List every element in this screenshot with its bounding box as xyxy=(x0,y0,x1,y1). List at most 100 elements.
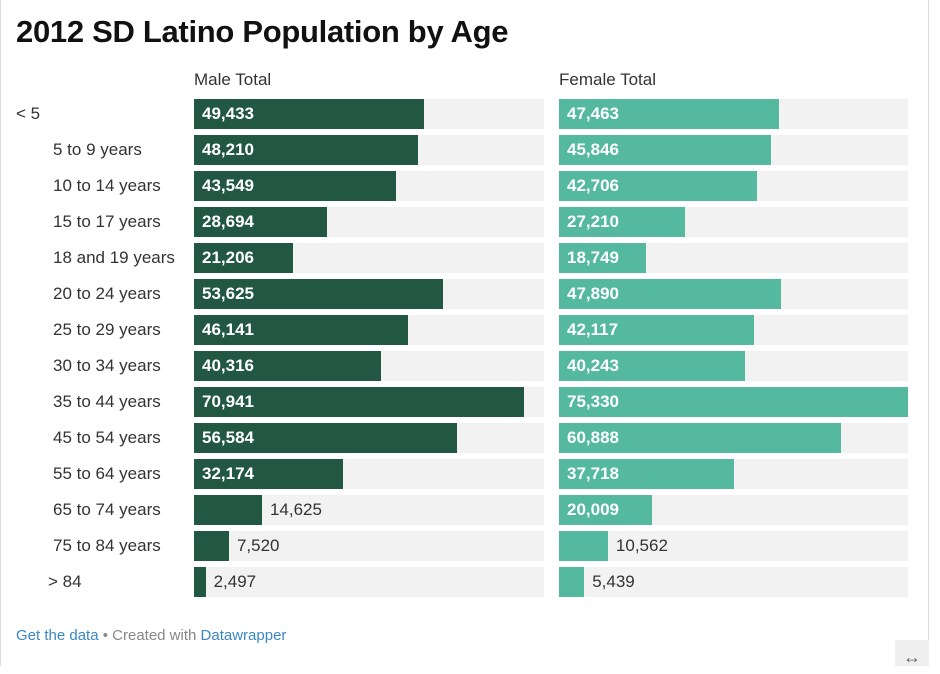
category-label: 65 to 74 years xyxy=(53,500,161,519)
bar-track: 43,549 xyxy=(194,171,544,201)
bar-track: 40,243 xyxy=(559,351,908,381)
bar xyxy=(559,243,646,273)
footer-separator: • Created with xyxy=(98,627,201,644)
data-label: 32,174 xyxy=(202,464,254,483)
data-label: 20,009 xyxy=(567,500,619,519)
bar xyxy=(194,531,229,561)
bar-track: 20,009 xyxy=(559,495,908,525)
data-label: 2,497 xyxy=(213,572,257,591)
category-label: 18 and 19 years xyxy=(53,248,175,267)
bar xyxy=(194,423,457,453)
data-label: 56,584 xyxy=(202,428,254,447)
data-label: 53,625 xyxy=(202,284,254,303)
chart-frame xyxy=(0,0,929,666)
bar xyxy=(559,315,755,345)
bar xyxy=(194,459,344,489)
data-label: 27,210 xyxy=(567,212,619,231)
bar xyxy=(559,99,779,129)
data-label: 5,439 xyxy=(592,572,635,591)
bar-track: 28,694 xyxy=(194,207,544,237)
bar-track: 18,749 xyxy=(559,243,908,273)
bar-track: 21,206 xyxy=(194,243,544,273)
category-label: 35 to 44 years xyxy=(53,392,161,411)
bar-track: 75,330 xyxy=(559,387,908,417)
bar xyxy=(559,387,908,417)
bar xyxy=(194,171,397,201)
bar xyxy=(559,279,781,309)
category-label: 30 to 34 years xyxy=(53,356,161,375)
data-label: 48,210 xyxy=(202,140,254,159)
category-label: 5 to 9 years xyxy=(53,140,142,159)
bar-track: 53,625 xyxy=(194,279,544,309)
category-label: < 5 xyxy=(16,104,41,123)
bar-track: 47,463 xyxy=(559,99,908,129)
bar-track: 7,520 xyxy=(194,531,544,561)
data-label: 40,243 xyxy=(567,356,619,375)
bar-track: 5,439 xyxy=(559,567,908,597)
bar-track: 49,433 xyxy=(194,99,544,129)
bar xyxy=(559,135,772,165)
bar xyxy=(559,351,746,381)
data-label: 75,330 xyxy=(567,392,619,411)
category-label: > 84 xyxy=(48,572,82,591)
bar xyxy=(559,207,686,237)
data-label: 42,117 xyxy=(567,320,619,339)
footer: Get the data • Created with Datawrapper xyxy=(16,627,286,644)
resize-handle-icon[interactable]: ↔ xyxy=(895,640,929,667)
category-label: 10 to 14 years xyxy=(53,176,161,195)
bar-track: 27,210 xyxy=(559,207,908,237)
bar xyxy=(194,567,206,597)
data-label: 10,562 xyxy=(615,536,668,555)
bar-track: 42,117 xyxy=(559,315,908,345)
bar-track: 70,941 xyxy=(194,387,544,417)
datawrapper-link[interactable]: Datawrapper xyxy=(200,627,287,644)
bar-track: 40,316 xyxy=(194,351,544,381)
bar xyxy=(194,99,424,129)
bar xyxy=(559,495,652,525)
data-label: 7,520 xyxy=(236,536,280,555)
bar-track: 48,210 xyxy=(194,135,544,165)
bar-track: 2,497 xyxy=(194,567,544,597)
series-header: Male Total xyxy=(194,70,272,89)
bar xyxy=(559,423,842,453)
bar-track: 10,562 xyxy=(559,531,908,561)
bar-track: 42,706 xyxy=(559,171,908,201)
bar-track: 60,888 xyxy=(559,423,908,453)
bar xyxy=(194,351,382,381)
data-label: 14,625 xyxy=(269,500,322,519)
bar xyxy=(559,459,734,489)
data-label: 70,941 xyxy=(202,392,254,411)
bar-track: 47,890 xyxy=(559,279,908,309)
chart-title: 2012 SD Latino Population by Age xyxy=(16,14,509,49)
category-label: 45 to 54 years xyxy=(53,428,161,447)
bar xyxy=(194,207,328,237)
data-label: 40,316 xyxy=(202,356,254,375)
bar xyxy=(194,135,418,165)
data-label: 18,749 xyxy=(567,248,619,267)
bar xyxy=(194,315,409,345)
bar-track: 37,718 xyxy=(559,459,908,489)
data-label: 28,694 xyxy=(202,212,254,231)
bar xyxy=(194,495,262,525)
data-label: 21,206 xyxy=(202,248,254,267)
bar-track: 45,846 xyxy=(559,135,908,165)
data-label: 46,141 xyxy=(202,320,254,339)
bar xyxy=(559,567,585,597)
bar-track: 14,625 xyxy=(194,495,544,525)
bar xyxy=(194,243,293,273)
data-label: 42,706 xyxy=(567,176,619,195)
series-header: Female Total xyxy=(559,70,657,89)
data-label: 47,463 xyxy=(567,104,619,123)
data-label: 47,890 xyxy=(567,284,619,303)
bar xyxy=(559,171,757,201)
bar xyxy=(194,387,524,417)
category-label: 20 to 24 years xyxy=(53,284,161,303)
category-label: 55 to 64 years xyxy=(53,464,161,483)
category-label: 75 to 84 years xyxy=(53,536,161,555)
category-label: 15 to 17 years xyxy=(53,212,161,231)
get-the-data-link[interactable]: Get the data xyxy=(16,627,99,644)
bar xyxy=(559,531,608,561)
bar xyxy=(194,279,444,309)
data-label: 45,846 xyxy=(567,140,619,159)
data-label: 49,433 xyxy=(202,104,254,123)
